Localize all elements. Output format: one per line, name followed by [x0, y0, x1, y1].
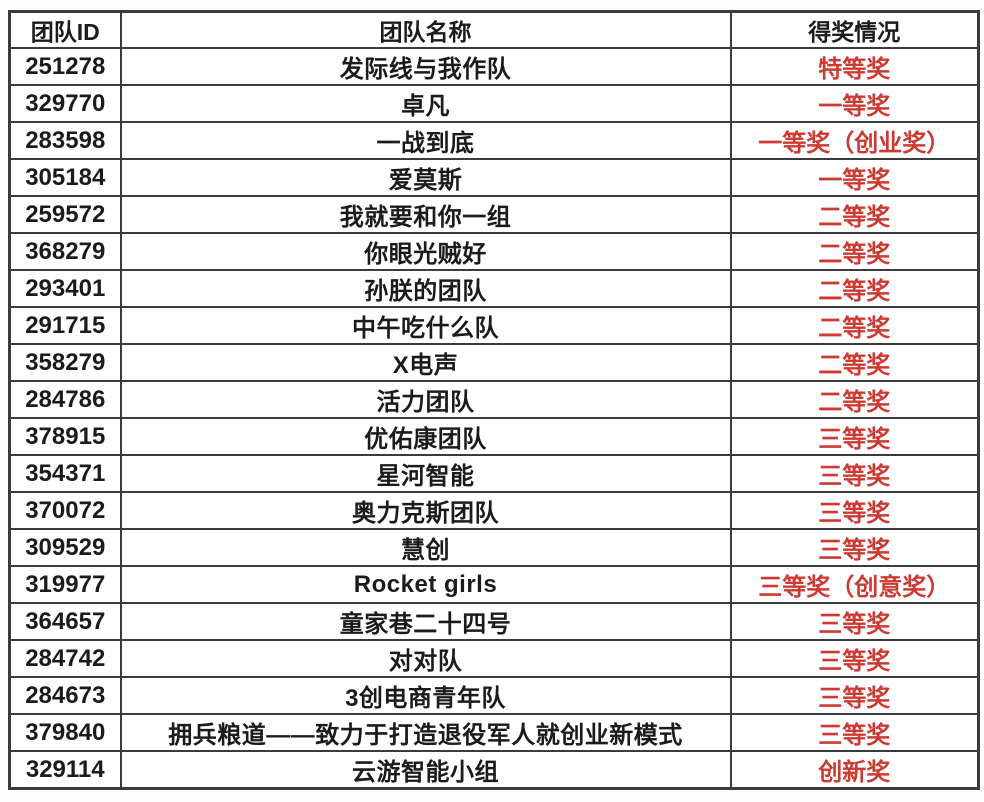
team-name-cell: Rocket girls — [119, 565, 732, 604]
table-row: 378915 优佑康团队 三等奖 — [8, 417, 980, 456]
team-id-cell: 309529 — [8, 528, 122, 567]
team-id-cell: 379840 — [8, 713, 122, 752]
award-cell: 三等奖 — [729, 713, 980, 752]
team-name-cell: 慧创 — [119, 528, 732, 567]
table-row: 379840 拥兵粮道——致力于打造退役军人就创业新模式 三等奖 — [8, 713, 980, 752]
team-id-cell: 259572 — [8, 195, 122, 234]
team-name-cell: 云游智能小组 — [119, 750, 732, 790]
table-row: 329770 卓凡 一等奖 — [8, 84, 980, 123]
award-cell: 二等奖 — [729, 380, 980, 419]
team-id-cell: 293401 — [8, 269, 122, 308]
awards-table-header: 团队ID 团队名称 得奖情况 — [8, 10, 980, 49]
team-id-cell: 284673 — [8, 676, 122, 715]
team-id-cell: 284742 — [8, 639, 122, 678]
table-row: 309529 慧创 三等奖 — [8, 528, 980, 567]
team-name-cell: 童家巷二十四号 — [119, 602, 732, 641]
team-name-cell: X电声 — [119, 343, 732, 382]
table-row: 283598 一战到底 一等奖（创业奖） — [8, 121, 980, 160]
award-cell: 二等奖 — [729, 195, 980, 234]
team-name-cell: 你眼光贼好 — [119, 232, 732, 271]
team-id-cell: 251278 — [8, 47, 122, 86]
award-cell: 一等奖 — [729, 84, 980, 123]
column-header-team-name: 团队名称 — [119, 10, 732, 49]
award-cell: 三等奖 — [729, 528, 980, 567]
team-name-cell: 中午吃什么队 — [119, 306, 732, 345]
team-id-cell: 319977 — [8, 565, 122, 604]
team-id-cell: 378915 — [8, 417, 122, 456]
award-cell: 三等奖 — [729, 417, 980, 456]
team-name-cell: 奥力克斯团队 — [119, 491, 732, 530]
award-cell: 一等奖 — [729, 158, 980, 197]
table-row: 251278 发际线与我作队 特等奖 — [8, 47, 980, 86]
table-row: 259572 我就要和你一组 二等奖 — [8, 195, 980, 234]
table-row: 368279 你眼光贼好 二等奖 — [8, 232, 980, 271]
award-cell: 二等奖 — [729, 343, 980, 382]
team-id-cell: 329770 — [8, 84, 122, 123]
table-row: 291715 中午吃什么队 二等奖 — [8, 306, 980, 345]
team-name-cell: 3创电商青年队 — [119, 676, 732, 715]
award-cell: 三等奖 — [729, 676, 980, 715]
table-row: 293401 孙朕的团队 二等奖 — [8, 269, 980, 308]
table-row: 305184 爱莫斯 一等奖 — [8, 158, 980, 197]
team-id-cell: 284786 — [8, 380, 122, 419]
team-id-cell: 283598 — [8, 121, 122, 160]
award-cell: 特等奖 — [729, 47, 980, 86]
team-id-cell: 370072 — [8, 491, 122, 530]
awards-table: 团队ID 团队名称 得奖情况 251278 发际线与我作队 特等奖 329770 卓凡一… — [8, 10, 980, 790]
team-name-cell: 星河智能 — [119, 454, 732, 493]
team-name-cell: 孙朕的团队 — [119, 269, 732, 308]
table-row: 358279 X电声 二等奖 — [8, 343, 980, 382]
award-cell: 二等奖 — [729, 269, 980, 308]
team-id-cell: 305184 — [8, 158, 122, 197]
table-row: 364657 童家巷二十四号 三等奖 — [8, 602, 980, 641]
team-name-cell: 一战到底 — [119, 121, 732, 160]
table-row: 354371 星河智能 三等奖 — [8, 454, 980, 493]
team-id-cell: 354371 — [8, 454, 122, 493]
award-cell: 三等奖 — [729, 454, 980, 493]
team-id-cell: 329114 — [8, 750, 122, 790]
award-cell: 三等奖 — [729, 639, 980, 678]
team-name-cell: 卓凡 — [119, 84, 732, 123]
table-row: 284786 活力团队 二等奖 — [8, 380, 980, 419]
team-id-cell: 368279 — [8, 232, 122, 271]
award-cell: 三等奖（创意奖） — [729, 565, 980, 604]
table-row: 370072 奥力克斯团队 三等奖 — [8, 491, 980, 530]
column-header-team-id: 团队ID — [8, 10, 122, 49]
team-name-cell: 发际线与我作队 — [119, 47, 732, 86]
team-name-cell: 我就要和你一组 — [119, 195, 732, 234]
award-cell: 创新奖 — [729, 750, 980, 790]
awards-table-container: 团队ID 团队名称 得奖情况 251278 发际线与我作队 特等奖 329770 卓凡一… — [8, 10, 980, 790]
table-row: 329114 云游智能小组 创新奖 — [8, 750, 980, 790]
column-header-award-status: 得奖情况 — [729, 10, 980, 49]
award-cell: 三等奖 — [729, 602, 980, 641]
award-cell: 三等奖 — [729, 491, 980, 530]
header-row: 团队ID 团队名称 得奖情况 — [8, 10, 980, 49]
award-cell: 二等奖 — [729, 232, 980, 271]
table-row: 319977 Rocket girls 三等奖（创意奖） — [8, 565, 980, 604]
team-name-cell: 活力团队 — [119, 380, 732, 419]
team-name-cell: 拥兵粮道——致力于打造退役军人就创业新模式 — [119, 713, 732, 752]
table-row: 284673 3创电商青年队 三等奖 — [8, 676, 980, 715]
team-id-cell: 291715 — [8, 306, 122, 345]
award-cell: 二等奖 — [729, 306, 980, 345]
team-name-cell: 优佑康团队 — [119, 417, 732, 456]
team-id-cell: 364657 — [8, 602, 122, 641]
team-id-cell: 358279 — [8, 343, 122, 382]
team-name-cell: 对对队 — [119, 639, 732, 678]
awards-table-body: 251278 发际线与我作队 特等奖 329770 卓凡 一等奖 283598 一战到底 一等奖… — [8, 47, 980, 790]
team-name-cell: 爱莫斯 — [119, 158, 732, 197]
table-row: 284742 对对队 三等奖 — [8, 639, 980, 678]
award-cell: 一等奖（创业奖） — [729, 121, 980, 160]
